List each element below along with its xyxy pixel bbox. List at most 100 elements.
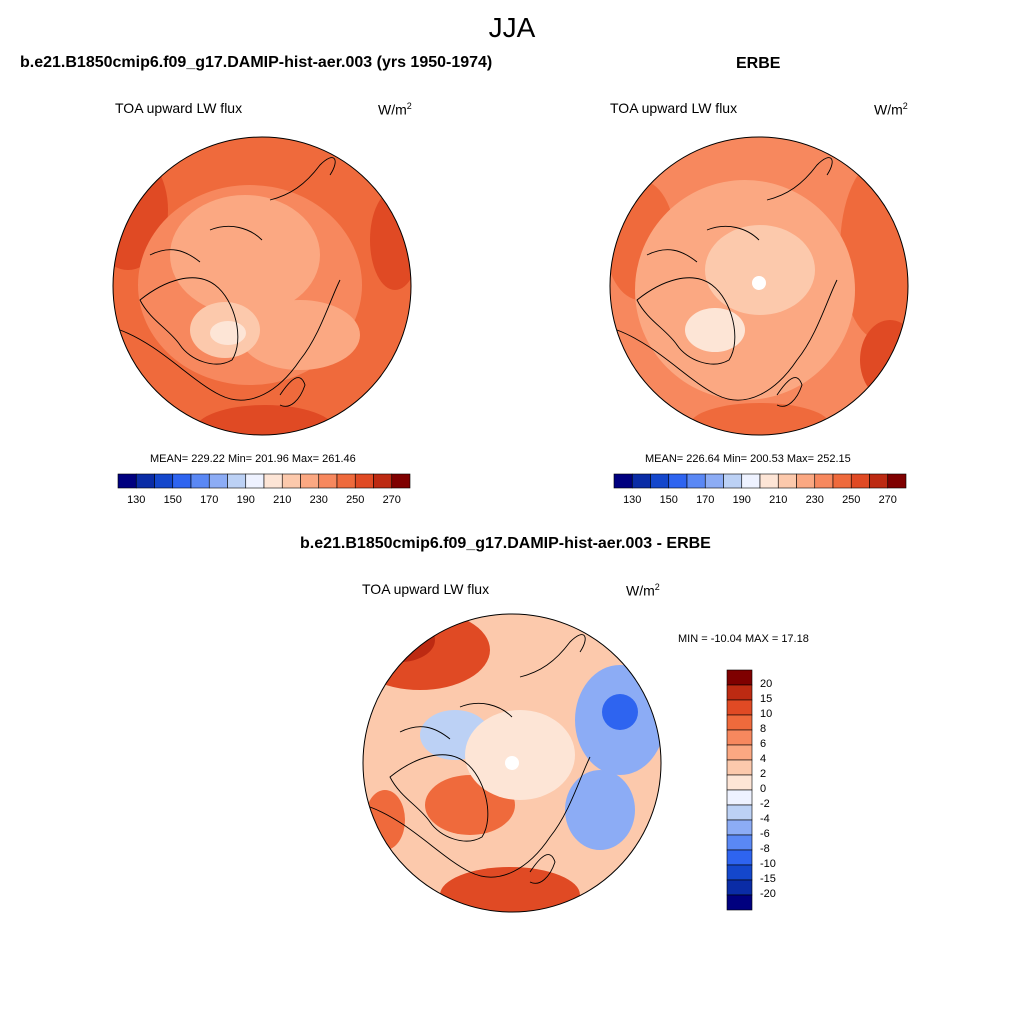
- colorbar-diff: [726, 669, 753, 911]
- colorbar-diff-tick-label: 8: [760, 723, 767, 735]
- colorbar-diff-tick-label: -2: [760, 798, 770, 810]
- map-model-region: [370, 190, 411, 290]
- map-diff-region: [440, 867, 580, 912]
- colorbar-model-swatch: [190, 473, 210, 489]
- colorbar-model-swatch: [208, 473, 228, 489]
- panel-model-title: b.e21.B1850cmip6.f09_g17.DAMIP-hist-aer.…: [20, 54, 493, 71]
- coastlines-erbe: [616, 157, 838, 407]
- colorbar-erbe-swatch: [814, 473, 834, 489]
- colorbar-erbe-swatch: [777, 473, 797, 489]
- colorbar-diff-swatch: [726, 759, 753, 776]
- map-erbe-region: [685, 308, 745, 352]
- panel-diff-stats: MIN = -10.04 MAX = 17.18: [678, 633, 809, 645]
- colorbar-erbe-tick-label: 130: [623, 494, 642, 506]
- colorbar-model-tick-label: 130: [127, 494, 146, 506]
- colorbar-diff-tick-label: 6: [760, 738, 767, 750]
- map-diff-border: [362, 613, 662, 913]
- colorbar-erbe-tick-label: 230: [805, 494, 824, 506]
- colorbar-erbe-swatch: [887, 473, 907, 489]
- colorbar-diff-tick-label: 15: [760, 693, 773, 705]
- map-erbe: [610, 137, 908, 435]
- map-diff-region: [465, 710, 575, 800]
- colorbar-model-tick-label: 270: [382, 494, 401, 506]
- colorbar-diff-swatch: [726, 834, 753, 851]
- map-erbe-region: [705, 225, 815, 315]
- colorbar-diff-swatch: [726, 864, 753, 881]
- panel-diff-units: W/m2: [626, 582, 660, 599]
- colorbar-diff-swatch: [726, 849, 753, 866]
- map-diff-region: [365, 618, 435, 662]
- panel-erbe-stats: MEAN= 226.64 Min= 200.53 Max= 252.15: [645, 453, 851, 465]
- colorbar-erbe-swatch: [850, 473, 870, 489]
- colorbar-erbe-tick-label: 210: [769, 494, 788, 506]
- colorbar-model-swatch: [318, 473, 338, 489]
- colorbar-erbe-swatch: [668, 473, 688, 489]
- colorbar-model-swatch: [245, 473, 265, 489]
- map-diff-region: [565, 770, 635, 850]
- colorbar-model: [117, 473, 411, 489]
- colorbar-diff-swatch: [726, 714, 753, 731]
- map-model-border: [112, 136, 412, 436]
- colorbar-model-swatch: [336, 473, 356, 489]
- colorbar-erbe-swatch: [723, 473, 743, 489]
- colorbar-diff-tick-label: -4: [760, 813, 770, 825]
- colorbar-model-swatch: [373, 473, 393, 489]
- colorbar-erbe-tick-label: 250: [842, 494, 861, 506]
- panel-diff-title: b.e21.B1850cmip6.f09_g17.DAMIP-hist-aer.…: [300, 535, 711, 552]
- map-model-region: [240, 300, 360, 370]
- colorbar-model-swatch: [281, 473, 301, 489]
- colorbar-erbe-swatch: [704, 473, 724, 489]
- colorbar-diff-swatch: [726, 804, 753, 821]
- colorbar-model-swatch: [172, 473, 192, 489]
- panel-model-subtitle: TOA upward LW flux: [115, 100, 243, 116]
- panel-erbe-units: W/m2: [874, 101, 908, 118]
- colorbar-diff-swatch: [726, 819, 753, 836]
- colorbar-model-swatch: [391, 473, 411, 489]
- coastlines-model: [119, 157, 341, 407]
- figure-title: JJA: [488, 12, 536, 43]
- colorbar-erbe-swatch: [796, 473, 816, 489]
- panel-model-units: W/m2: [378, 101, 412, 118]
- coastlines-diff: [369, 634, 591, 884]
- colorbar-model-swatch: [354, 473, 374, 489]
- colorbar-erbe-swatch: [613, 473, 633, 489]
- panel-model-stats: MEAN= 229.22 Min= 201.96 Max= 261.46: [150, 453, 356, 465]
- colorbar-model-swatch: [227, 473, 247, 489]
- colorbar-erbe-tick-label: 270: [878, 494, 897, 506]
- colorbar-erbe-swatch: [759, 473, 779, 489]
- colorbar-erbe-tick-label: 150: [659, 494, 678, 506]
- colorbar-model-swatch: [300, 473, 320, 489]
- colorbar-diff-swatch: [726, 789, 753, 806]
- colorbar-model-tick-label: 230: [309, 494, 328, 506]
- colorbar-diff-tick-label: -10: [760, 858, 776, 870]
- colorbar-erbe: [613, 473, 907, 489]
- colorbar-diff-tick-label: -6: [760, 828, 770, 840]
- colorbar-diff-swatch: [726, 729, 753, 746]
- colorbar-erbe-swatch: [650, 473, 670, 489]
- colorbar-diff-swatch: [726, 744, 753, 761]
- map-model-region: [210, 321, 246, 345]
- colorbar-diff-swatch: [726, 774, 753, 791]
- colorbar-diff-tick-label: 10: [760, 708, 773, 720]
- panel-erbe-title: ERBE: [736, 55, 781, 72]
- colorbar-diff-tick-label: -15: [760, 873, 776, 885]
- colorbar-model-swatch: [117, 473, 137, 489]
- colorbar-erbe-swatch: [741, 473, 761, 489]
- map-model: [113, 137, 411, 435]
- colorbar-model-swatch: [154, 473, 174, 489]
- map-model-region: [195, 405, 335, 435]
- colorbar-model-tick-label: 210: [273, 494, 292, 506]
- map-diff-region: [602, 694, 638, 730]
- colorbar-erbe-swatch: [631, 473, 651, 489]
- colorbar-diff-swatch: [726, 894, 753, 911]
- colorbar-diff-swatch: [726, 879, 753, 896]
- map-diff-pole-hole: [505, 756, 519, 770]
- colorbar-model-tick-label: 190: [236, 494, 255, 506]
- colorbar-erbe-tick-label: 190: [732, 494, 751, 506]
- colorbar-diff-tick-label: 0: [760, 783, 767, 795]
- colorbar-diff-tick-label: 2: [760, 768, 767, 780]
- colorbar-diff-tick-label: -8: [760, 843, 770, 855]
- colorbar-diff-tick-label: -20: [760, 888, 776, 900]
- colorbar-diff-tick-label: 20: [760, 678, 773, 690]
- colorbar-model-tick-label: 250: [346, 494, 365, 506]
